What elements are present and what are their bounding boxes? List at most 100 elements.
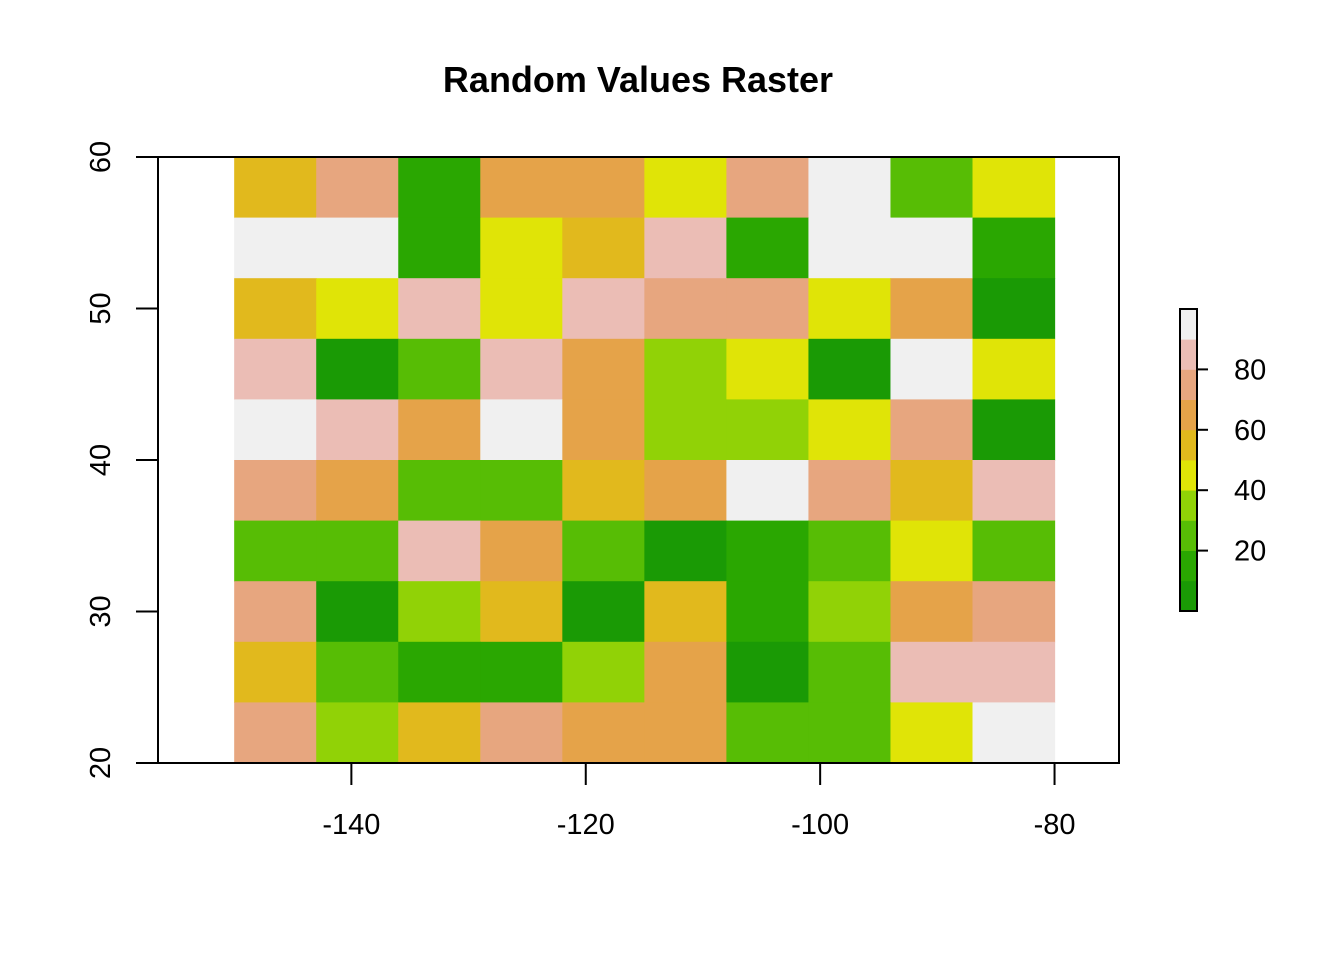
raster-cell bbox=[398, 460, 481, 522]
raster-cell bbox=[726, 217, 810, 279]
raster-cell bbox=[726, 702, 810, 764]
raster-cell bbox=[808, 460, 892, 522]
raster-cell bbox=[234, 157, 317, 219]
raster-cell bbox=[316, 702, 399, 764]
raster-cell bbox=[726, 157, 810, 219]
raster-cell bbox=[234, 217, 317, 279]
raster-cell bbox=[890, 217, 974, 279]
raster-cell bbox=[644, 278, 727, 340]
raster-cell bbox=[480, 399, 563, 461]
raster-cell bbox=[972, 157, 1056, 219]
legend-frame bbox=[1179, 308, 1198, 612]
raster-cell bbox=[890, 641, 974, 703]
raster-cell bbox=[398, 217, 481, 279]
raster-cell bbox=[480, 460, 563, 522]
raster-cell bbox=[890, 581, 974, 643]
raster-cell bbox=[316, 581, 399, 643]
raster-cell bbox=[562, 581, 645, 643]
raster-cell bbox=[234, 520, 317, 582]
raster-cell bbox=[808, 399, 892, 461]
raster-cell bbox=[972, 460, 1056, 522]
raster-cell bbox=[316, 157, 399, 219]
raster-cell bbox=[562, 399, 645, 461]
raster-cell bbox=[808, 217, 892, 279]
raster-cell bbox=[972, 399, 1056, 461]
raster-cell bbox=[890, 278, 974, 340]
legend-swatch bbox=[1180, 339, 1197, 370]
raster-cell bbox=[316, 399, 399, 461]
raster-cell bbox=[234, 460, 317, 522]
raster-cell bbox=[808, 338, 892, 400]
legend-swatch bbox=[1180, 490, 1197, 521]
y-tick-label: 60 bbox=[85, 141, 117, 173]
legend-swatch bbox=[1180, 550, 1197, 582]
raster-cell bbox=[234, 278, 317, 340]
raster-cell bbox=[398, 520, 481, 582]
raster-cell bbox=[726, 581, 810, 643]
raster-cell bbox=[562, 338, 645, 400]
legend-swatch bbox=[1180, 520, 1197, 551]
raster-cell bbox=[316, 278, 399, 340]
raster-cell bbox=[398, 702, 481, 764]
raster-cell bbox=[890, 338, 974, 400]
raster-cell bbox=[316, 520, 399, 582]
raster-cell bbox=[480, 520, 563, 582]
y-tick-label: 30 bbox=[85, 595, 117, 627]
raster-cell bbox=[972, 641, 1056, 703]
legend-swatch bbox=[1180, 429, 1197, 461]
y-axis: 20 30 40 50 60 bbox=[85, 141, 159, 779]
raster-cell bbox=[726, 460, 810, 522]
raster-cell bbox=[316, 641, 399, 703]
legend-swatch bbox=[1180, 309, 1197, 340]
raster-cell bbox=[480, 641, 563, 703]
raster-cell bbox=[972, 702, 1056, 764]
raster-cell bbox=[808, 581, 892, 643]
raster-cell bbox=[480, 157, 563, 219]
raster-cell bbox=[890, 460, 974, 522]
raster-cell bbox=[808, 641, 892, 703]
raster-cell bbox=[726, 338, 810, 400]
raster-cell bbox=[808, 702, 892, 764]
raster-cell bbox=[644, 641, 727, 703]
raster-cell bbox=[398, 581, 481, 643]
raster-cell bbox=[808, 278, 892, 340]
x-tick-label: -100 bbox=[791, 809, 849, 841]
raster-cell bbox=[644, 460, 727, 522]
raster-cell bbox=[972, 581, 1056, 643]
legend-tick-label: 80 bbox=[1234, 354, 1266, 386]
raster-cell bbox=[398, 338, 481, 400]
raster-cell bbox=[890, 157, 974, 219]
legend-swatch bbox=[1180, 399, 1197, 431]
raster-cell bbox=[234, 702, 317, 764]
raster-cell bbox=[234, 338, 317, 400]
raster-cell bbox=[480, 581, 563, 643]
raster-cell bbox=[726, 399, 810, 461]
raster-cell bbox=[398, 399, 481, 461]
raster-cell bbox=[480, 338, 563, 400]
raster-cell bbox=[316, 460, 399, 522]
legend-swatch bbox=[1180, 369, 1197, 400]
raster-cell bbox=[562, 278, 645, 340]
y-tick-label: 40 bbox=[85, 444, 117, 476]
x-axis: -140 -120 -100 -80 bbox=[322, 762, 1076, 841]
raster-cell bbox=[972, 278, 1056, 340]
raster-cell bbox=[726, 520, 810, 582]
raster-cell bbox=[726, 641, 810, 703]
y-tick-label: 20 bbox=[85, 747, 117, 779]
raster-cell bbox=[644, 399, 727, 461]
raster-cell bbox=[972, 338, 1056, 400]
raster-cell bbox=[562, 520, 645, 582]
raster-cell bbox=[480, 702, 563, 764]
raster-cell bbox=[562, 641, 645, 703]
raster-cell bbox=[890, 702, 974, 764]
raster-cell bbox=[644, 338, 727, 400]
raster-cell bbox=[234, 399, 317, 461]
raster-cell bbox=[234, 581, 317, 643]
raster-cell bbox=[480, 278, 563, 340]
raster-cell bbox=[562, 460, 645, 522]
raster-cell bbox=[644, 217, 727, 279]
raster-cell bbox=[644, 157, 727, 219]
raster-cell bbox=[644, 581, 727, 643]
raster-cell bbox=[972, 217, 1056, 279]
